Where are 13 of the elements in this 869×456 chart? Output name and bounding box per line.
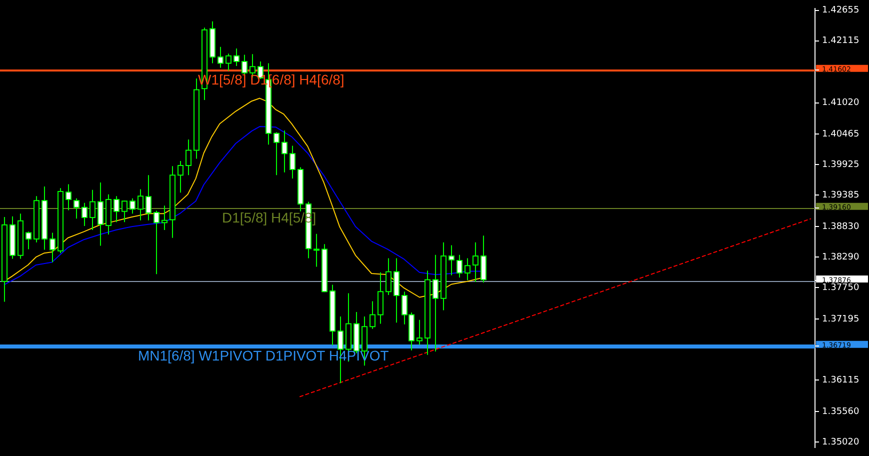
y-tick-label: 1.41020 <box>822 98 860 108</box>
y-tick-label: 1.35020 <box>822 437 860 448</box>
y-tick-label: 1.39385 <box>822 190 860 201</box>
y-tick-label: 1.35560 <box>822 406 860 417</box>
y-tick-label: 1.37195 <box>822 314 860 324</box>
y-tick-label: 1.39925 <box>822 160 860 170</box>
y-tick-label: 1.36115 <box>822 375 860 386</box>
y-tick-label: 1.38290 <box>822 252 860 262</box>
y-tick-label: 1.40465 <box>822 130 860 140</box>
y-tick-label: 1.42655 <box>822 6 860 16</box>
y-tick-label: 1.42115 <box>822 36 860 46</box>
y-tick-label: 1.37750 <box>822 282 860 293</box>
y-tick-label: 1.38830 <box>822 222 860 232</box>
